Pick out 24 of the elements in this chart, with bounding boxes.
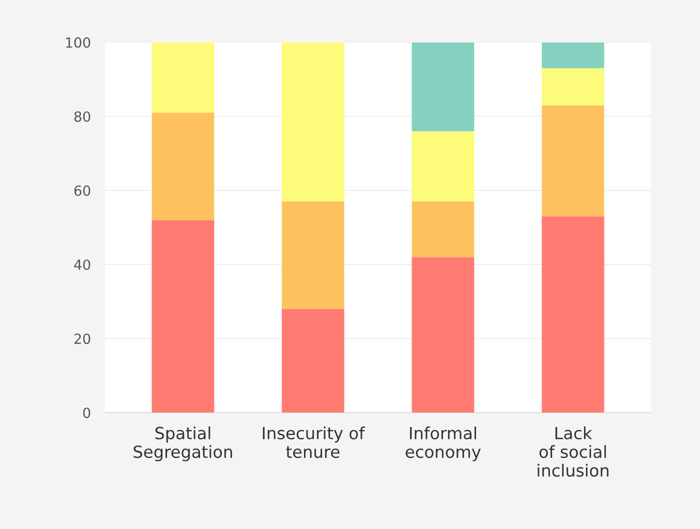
y-tick-label: 60 xyxy=(74,185,90,196)
bar xyxy=(412,42,474,132)
bar xyxy=(152,220,214,413)
bar xyxy=(282,308,344,413)
bar xyxy=(542,105,604,216)
bar xyxy=(282,42,344,202)
y-tick-label: 80 xyxy=(74,111,90,122)
bar xyxy=(282,202,344,309)
x-tick-label: Informal economy xyxy=(406,426,481,462)
y-tick-label: 100 xyxy=(66,37,90,48)
y-tick-label: 0 xyxy=(83,408,90,418)
bar xyxy=(412,202,474,258)
bar xyxy=(542,42,604,68)
x-tick-label: Insecurity of tenure xyxy=(262,426,366,458)
y-tick-label: 40 xyxy=(74,259,90,270)
x-tick-label: Lack of social inclusion xyxy=(538,426,608,477)
bar xyxy=(412,131,474,202)
x-tick-label: Spatial Segregation xyxy=(134,426,232,462)
bar xyxy=(152,112,214,220)
bar xyxy=(542,68,604,106)
bar xyxy=(412,257,474,413)
bar xyxy=(152,42,214,113)
bar xyxy=(542,216,604,413)
y-tick-label: 20 xyxy=(74,334,90,344)
